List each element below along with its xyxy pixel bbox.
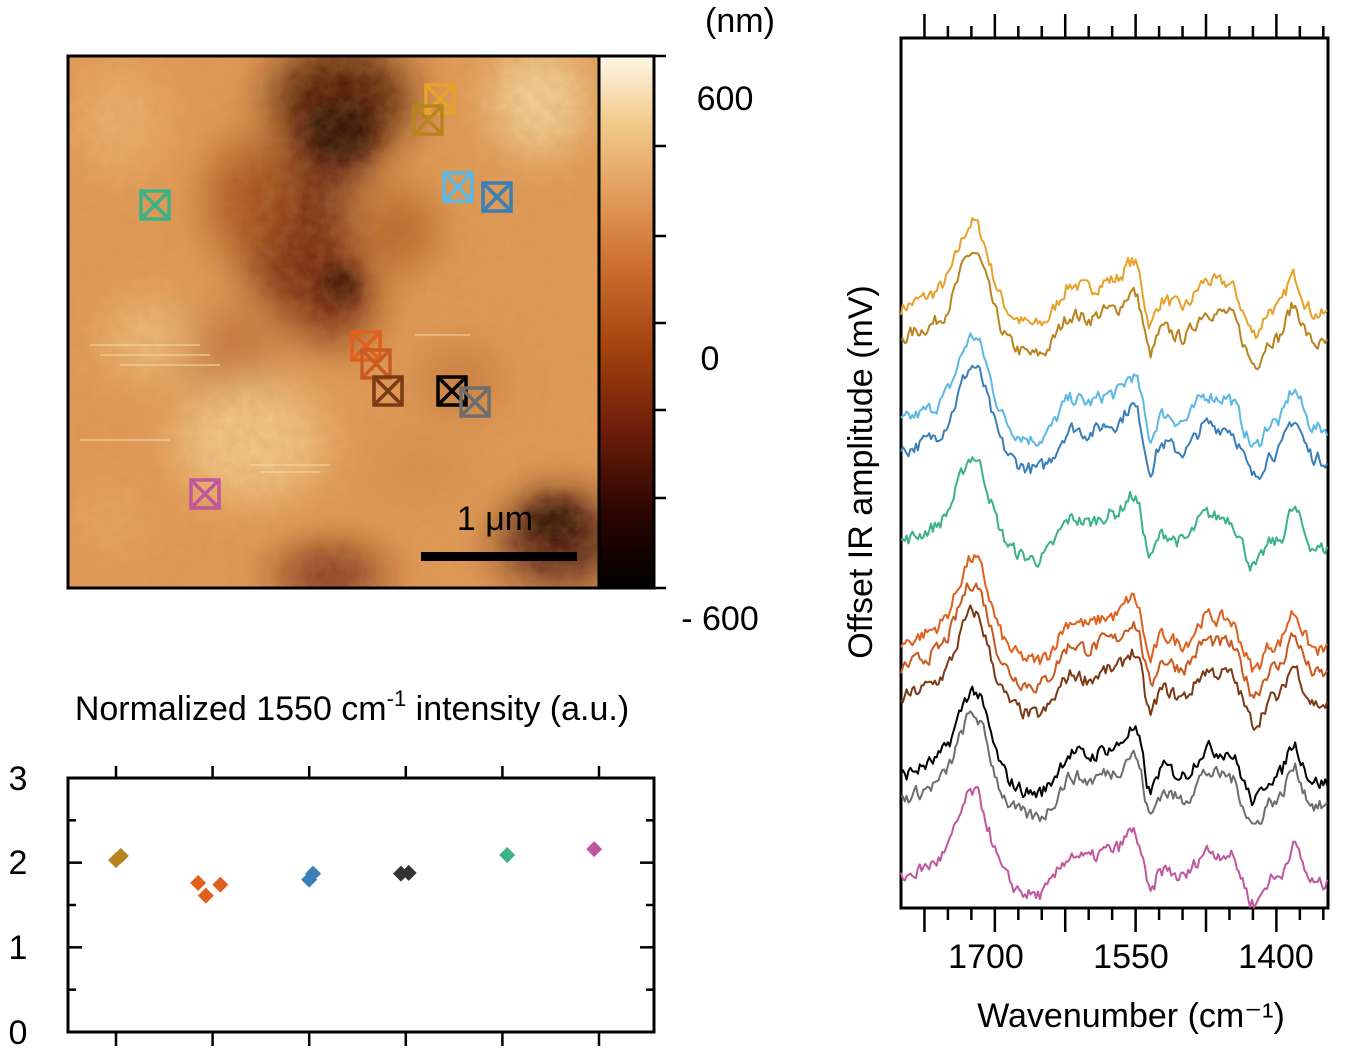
spectra-x-tick-label-1400: 1400 [1238,938,1314,976]
scatter-title-suffix: intensity (a.u.) [406,690,629,728]
afm-marker [139,189,171,221]
scatter-point [305,865,322,882]
scale-bar [421,552,577,561]
scatter-point [212,876,229,893]
afm-marker [189,478,221,510]
spectrum-line [900,604,1329,731]
scan-streaks [80,334,470,473]
afm-marker [459,386,491,418]
colorbar-ticks [654,54,666,590]
scatter-frame [66,776,656,1034]
scatter-title-superscript: -1 [387,686,407,711]
spectrum-line [900,786,1329,909]
scatter-y-ticks [68,776,654,1034]
scale-bar-label: 1 μm [457,500,533,538]
scatter-y-tick-label-0: 0 [9,1014,28,1052]
spectrum-line [900,217,1328,340]
scatter-title: Normalized 1550 cm-1 intensity (a.u.) [75,686,629,728]
scatter-point [400,864,417,881]
spectrum-line [900,710,1328,825]
spectrum-line [900,554,1328,673]
afm-image [68,56,599,588]
scatter-title-prefix: Normalized 1550 cm [75,690,387,728]
colorbar-unit: (nm) [705,2,775,40]
afm-marker [481,181,513,213]
scatter-point [499,847,516,864]
spectra-x-tick-label-1550: 1550 [1093,938,1169,976]
spectra-frame [899,36,1330,910]
spectra-x-tick-label-1700: 1700 [948,938,1024,976]
spectra-x-axis-label: Wavenumber (cm⁻¹) [977,997,1285,1035]
spectrum-line [900,251,1328,371]
scatter-point [586,841,603,858]
scatter-point [190,874,207,891]
afm-marker [412,104,444,136]
afm-markers [139,83,513,510]
scatter-y-tick-label-1: 1 [9,929,28,967]
spectra-x-ticks [923,14,1325,932]
spectrum-line [900,364,1329,480]
scatter-point [197,887,214,904]
scatter-point [112,847,129,864]
spectrum-line [900,685,1329,807]
colorbar-tick-label-minus600: - 600 [681,600,759,638]
scatter-points [108,841,603,904]
scatter-y-tick-label-2: 2 [9,844,28,882]
spectra-y-axis-label: Offset IR amplitude (mV) [842,285,880,659]
afm-marker [372,375,404,407]
colorbar-tick-label-0: 0 [701,340,720,378]
colorbar-tick-label-600: 600 [697,80,754,118]
scatter-y-tick-label-3: 3 [9,760,28,798]
spectrum-line [900,332,1329,448]
afm-marker [424,83,456,115]
afm-marker [350,330,382,362]
scatter-x-ticks [114,766,601,1046]
spectrum-line [900,582,1328,699]
spectra-lines [900,217,1329,909]
spectrum-line [900,456,1329,572]
afm-marker [442,171,474,203]
colorbar [597,54,656,590]
